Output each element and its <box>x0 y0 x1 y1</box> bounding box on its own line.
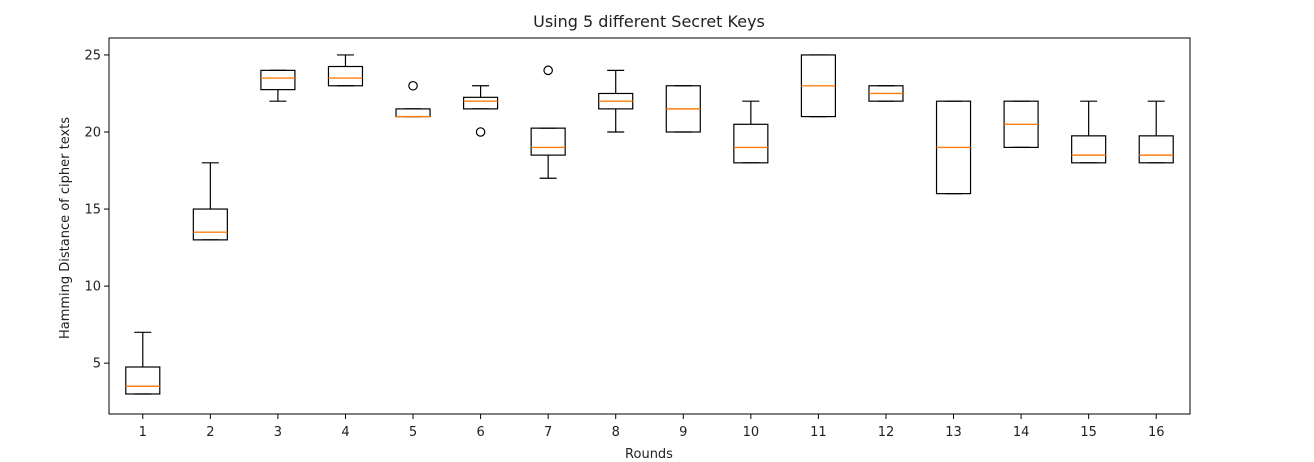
plot-area-frame <box>108 37 1191 415</box>
x-tick-label: 14 <box>1013 425 1030 440</box>
y-tick-label: 5 <box>93 357 101 372</box>
box-iqr <box>530 127 566 156</box>
box-round-14 <box>1003 100 1039 149</box>
outlier-point <box>408 80 418 91</box>
box-round-13 <box>935 100 972 195</box>
box-iqr <box>260 69 296 91</box>
x-tick-label: 3 <box>274 425 282 440</box>
box-iqr <box>125 366 161 395</box>
outlier-point <box>543 65 553 76</box>
x-tick-label: 1 <box>139 425 147 440</box>
x-tick-label: 8 <box>612 425 620 440</box>
box-round-10 <box>733 100 769 164</box>
box-round-12 <box>868 85 904 102</box>
box-round-11 <box>800 54 837 118</box>
box-iqr <box>462 96 499 110</box>
x-tick-label: 2 <box>206 425 214 440</box>
box-iqr <box>733 123 769 164</box>
x-tick-label: 15 <box>1080 425 1097 440</box>
box-round-2 <box>192 162 228 241</box>
x-tick-label: 9 <box>679 425 687 440</box>
chart-title: Using 5 different Secret Keys <box>533 12 765 31</box>
y-axis-ticks: 5 10 15 20 25 <box>84 48 109 372</box>
x-tick-label: 16 <box>1148 425 1165 440</box>
box-round-7 <box>530 65 566 179</box>
y-tick-label: 10 <box>84 280 101 295</box>
x-axis-ticks: 1 2 3 4 5 6 7 8 9 10 11 12 13 14 15 16 <box>139 414 1165 440</box>
box-iqr <box>1071 135 1107 164</box>
x-axis-label: Rounds <box>625 447 673 462</box>
outlier-point <box>475 127 486 137</box>
box-round-6 <box>462 85 499 137</box>
box-round-3 <box>260 69 296 102</box>
box-round-15 <box>1071 100 1107 164</box>
box-series <box>125 54 1174 395</box>
box-round-8 <box>598 69 634 133</box>
y-tick-label: 20 <box>84 126 101 141</box>
box-round-1 <box>125 331 161 395</box>
x-tick-label: 13 <box>945 425 962 440</box>
y-tick-label: 15 <box>84 203 101 218</box>
box-iqr <box>192 208 228 241</box>
box-iqr <box>395 108 431 118</box>
x-tick-label: 7 <box>544 425 552 440</box>
y-axis-label: Hamming Distance of cipher texts <box>58 117 73 339</box>
x-tick-label: 10 <box>743 425 760 440</box>
x-tick-label: 12 <box>878 425 895 440</box>
x-tick-label: 5 <box>409 425 417 440</box>
x-tick-label: 6 <box>476 425 484 440</box>
box-round-9 <box>665 85 701 133</box>
y-tick-label: 25 <box>84 48 101 63</box>
box-iqr <box>1138 135 1174 164</box>
box-round-4 <box>327 54 364 87</box>
x-tick-label: 4 <box>341 425 349 440</box>
box-iqr <box>327 65 364 87</box>
box-round-16 <box>1138 100 1174 164</box>
x-tick-label: 11 <box>810 425 827 440</box>
box-round-5 <box>395 80 431 118</box>
